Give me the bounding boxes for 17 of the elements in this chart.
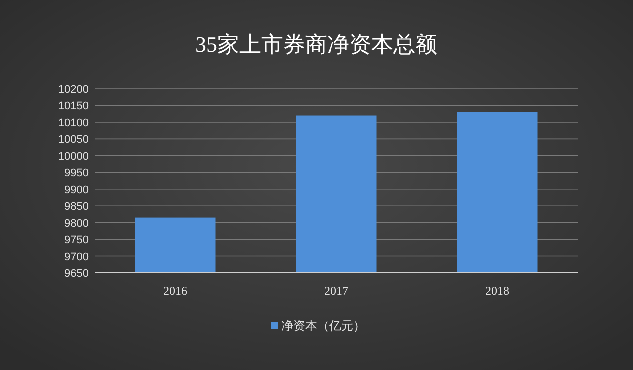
y-tick-label: 9650	[64, 268, 89, 280]
chart-title: 35家上市券商净资本总额	[196, 32, 438, 57]
y-tick-label: 9950	[64, 168, 89, 180]
legend-label: 净资本（亿元）	[282, 319, 366, 333]
y-tick-label: 9750	[64, 234, 89, 247]
y-tick-label: 9800	[64, 218, 89, 230]
x-tick-label: 2017	[324, 284, 348, 298]
y-tick-label: 9850	[64, 201, 89, 214]
x-tick-label: 2018	[486, 284, 510, 298]
y-tick-label: 10150	[58, 100, 89, 113]
y-tick-label: 9700	[64, 251, 89, 264]
y-tick-label: 10100	[58, 117, 89, 130]
x-tick-label: 2016	[164, 284, 188, 298]
y-tick-label: 10200	[58, 84, 89, 96]
y-tick-label: 10050	[58, 134, 89, 146]
y-tick-label: 9900	[64, 184, 89, 196]
y-tick-label: 10000	[58, 150, 89, 163]
